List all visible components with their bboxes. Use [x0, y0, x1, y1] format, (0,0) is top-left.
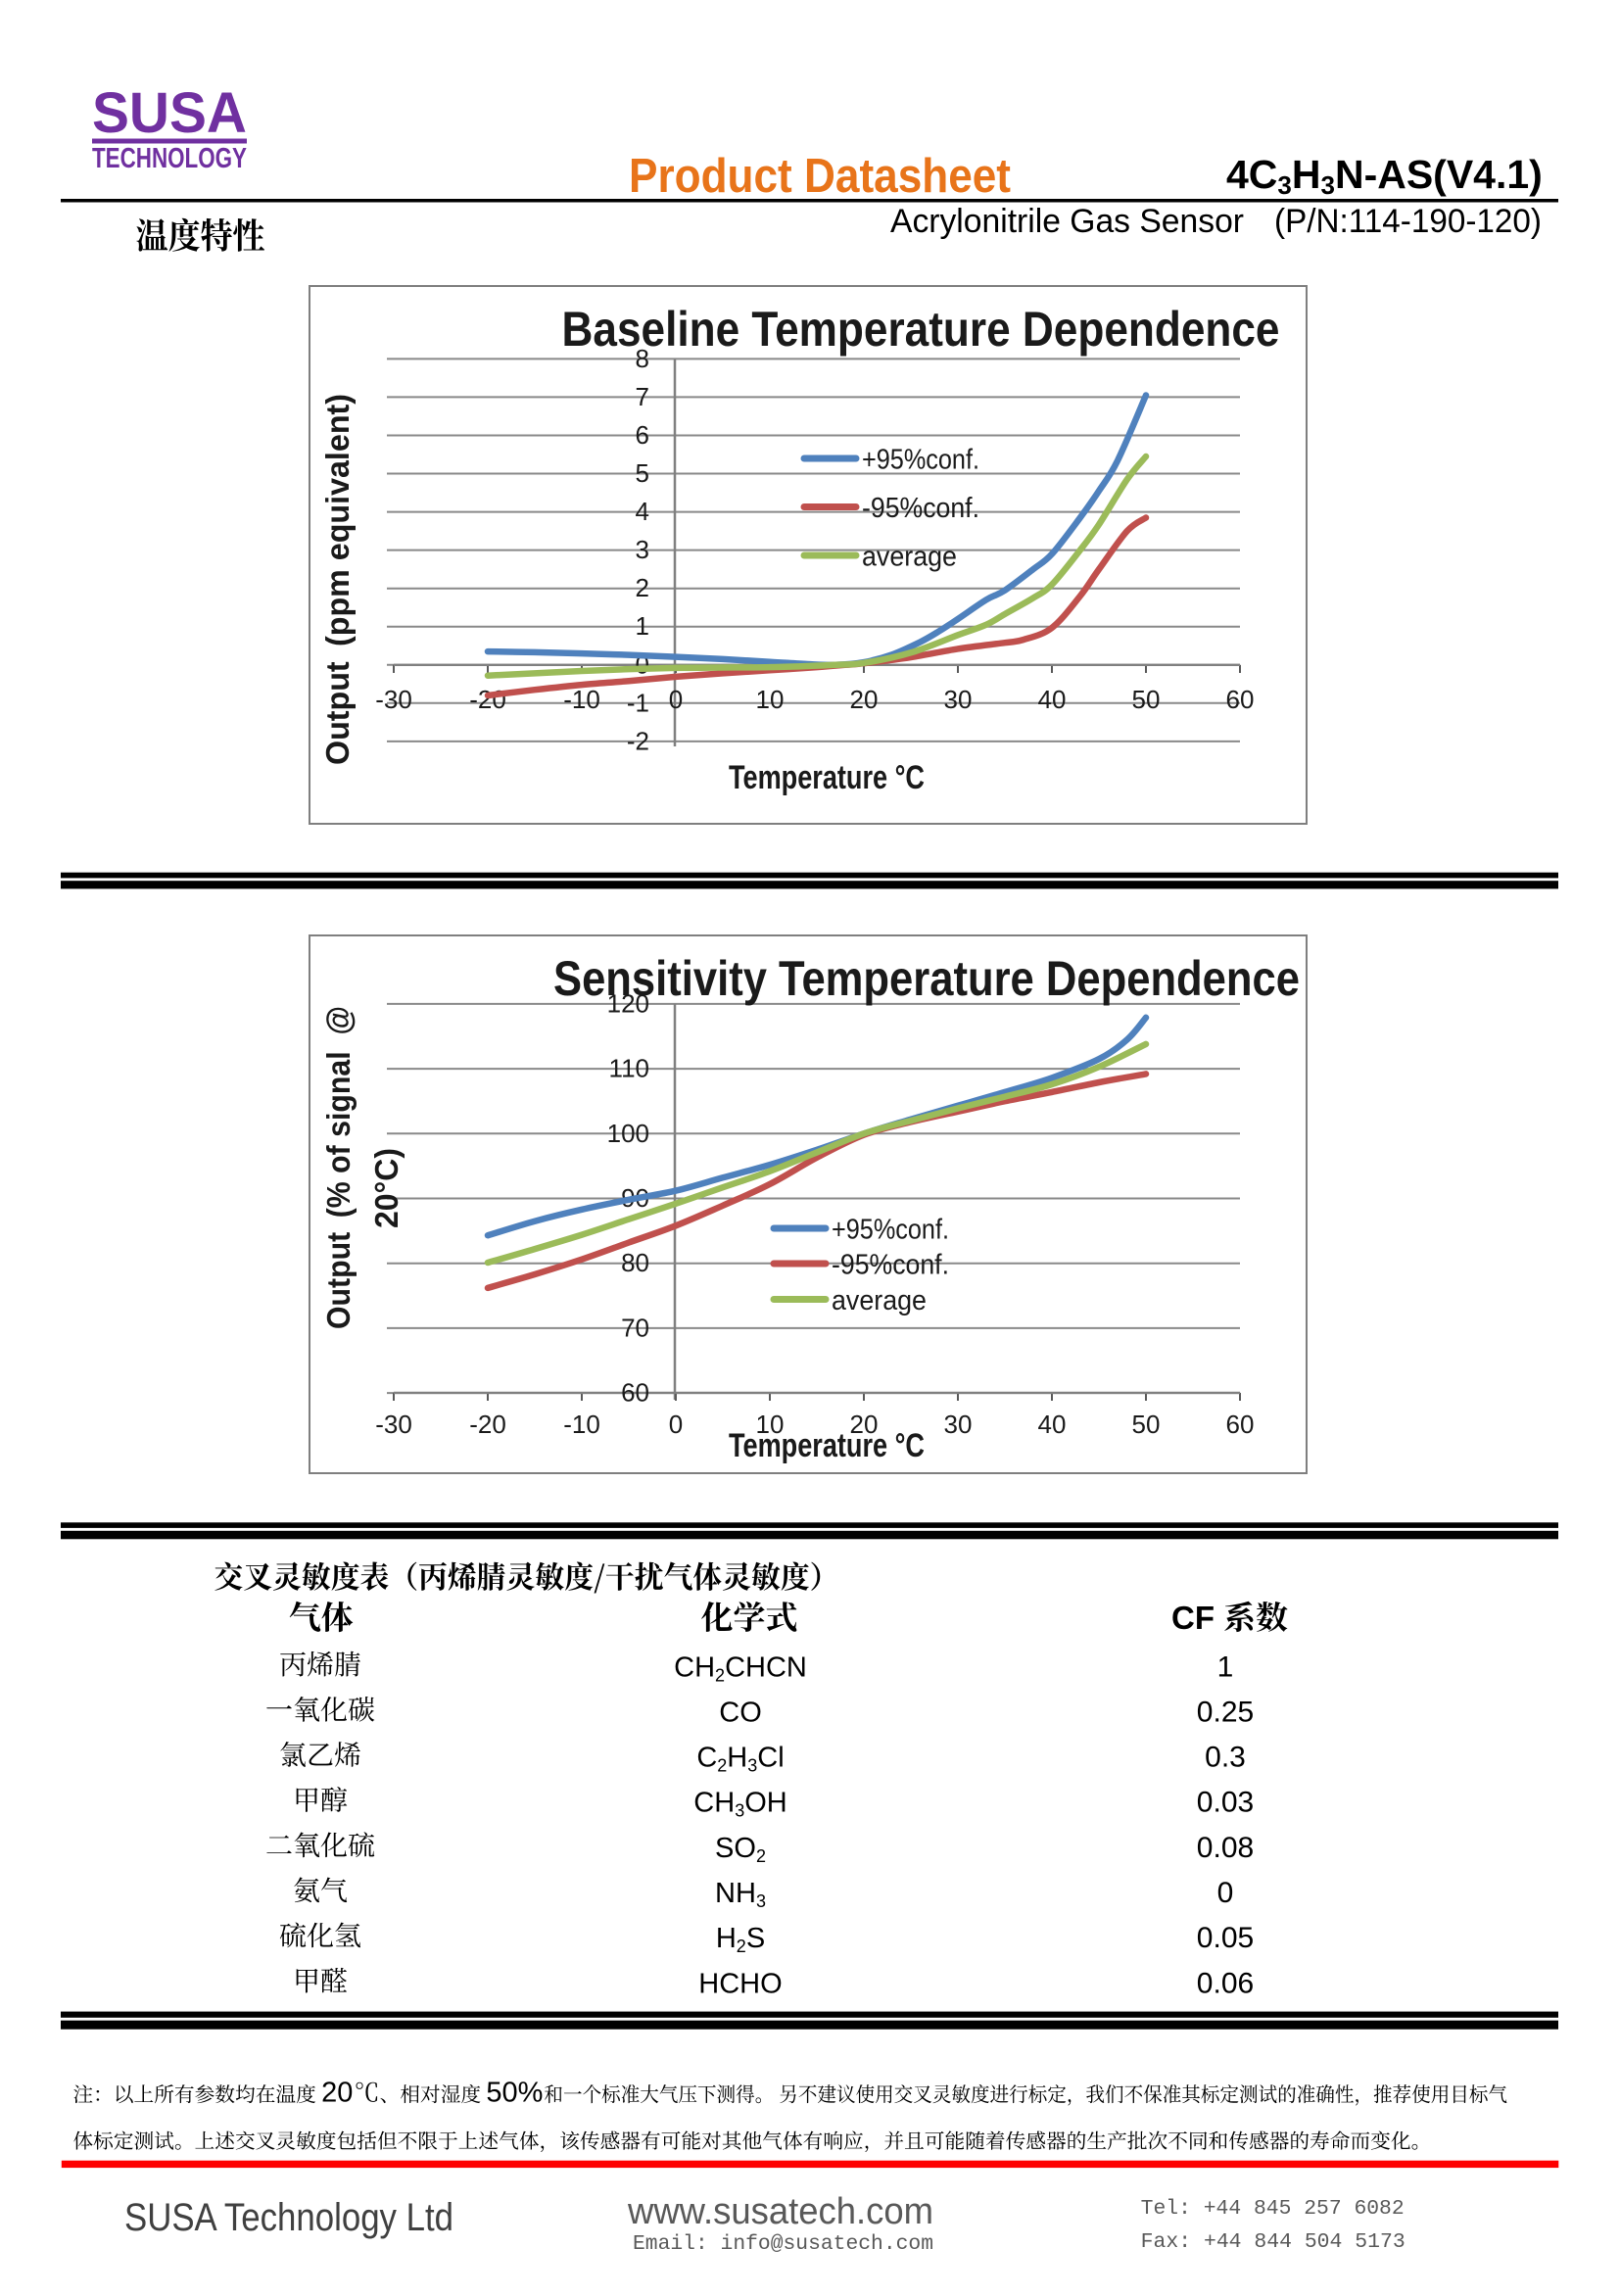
svg-text:average: average — [832, 1285, 927, 1316]
svg-text:(P/N:114-190-120): (P/N:114-190-120) — [1274, 203, 1542, 240]
svg-text:Email: info@susatech.com: Email: info@susatech.com — [633, 2233, 933, 2256]
svg-text:0.05: 0.05 — [1197, 1922, 1254, 1954]
svg-text:CO: CO — [719, 1697, 762, 1728]
svg-text:0.08: 0.08 — [1197, 1832, 1254, 1864]
svg-text:0: 0 — [669, 1410, 683, 1439]
svg-text:80: 80 — [621, 1248, 649, 1277]
svg-text:6: 6 — [636, 420, 649, 450]
svg-text:1: 1 — [636, 611, 649, 641]
svg-text:HCHO: HCHO — [698, 1968, 782, 1999]
svg-text:10: 10 — [756, 1410, 785, 1439]
svg-text:20°C): 20°C) — [368, 1148, 405, 1228]
svg-text:4C3H3N-AS(V4.1): 4C3H3N-AS(V4.1) — [1226, 152, 1543, 200]
svg-text:-20: -20 — [469, 1410, 506, 1439]
svg-text:20: 20 — [321, 2078, 353, 2109]
svg-text:Sensitivity Temperature Depend: Sensitivity Temperature Dependence — [553, 951, 1300, 1006]
svg-text:0.06: 0.06 — [1197, 1967, 1254, 1999]
svg-text:Baseline Temperature Dependenc: Baseline Temperature Dependence — [562, 302, 1280, 357]
svg-text:50: 50 — [1132, 685, 1161, 714]
svg-text:50%: 50% — [486, 2078, 543, 2109]
svg-text:-95%conf.: -95%conf. — [862, 493, 979, 524]
svg-text:0: 0 — [669, 685, 683, 714]
svg-text:70: 70 — [621, 1313, 649, 1342]
svg-text:-2: -2 — [627, 726, 649, 755]
svg-text:60: 60 — [621, 1378, 649, 1408]
svg-text:20: 20 — [850, 1410, 879, 1439]
svg-text:-10: -10 — [563, 685, 600, 714]
svg-text:Product Datasheet: Product Datasheet — [629, 150, 1011, 203]
svg-text:0.3: 0.3 — [1205, 1742, 1246, 1774]
svg-text:H2S: H2S — [716, 1923, 765, 1956]
svg-text:60: 60 — [1226, 1410, 1255, 1439]
svg-text:NH3: NH3 — [715, 1878, 766, 1911]
svg-text:CH2CHCN: CH2CHCN — [674, 1651, 807, 1685]
svg-text:0.03: 0.03 — [1197, 1787, 1254, 1819]
svg-text:10: 10 — [756, 685, 785, 714]
svg-text:CF: CF — [1171, 1600, 1215, 1636]
svg-text:8: 8 — [636, 344, 649, 373]
svg-text:Temperature °C: Temperature °C — [729, 759, 925, 796]
svg-text:30: 30 — [944, 1410, 973, 1439]
svg-text:120: 120 — [607, 988, 649, 1018]
svg-text:30: 30 — [944, 685, 973, 714]
svg-text:Output (% of signal @: Output (% of signal @ — [320, 1006, 357, 1329]
svg-text:-30: -30 — [375, 1410, 412, 1439]
svg-text:0.25: 0.25 — [1197, 1696, 1254, 1728]
svg-text:110: 110 — [609, 1054, 649, 1083]
svg-text:Acrylonitrile Gas Sensor: Acrylonitrile Gas Sensor — [890, 203, 1244, 240]
svg-text:-30: -30 — [375, 685, 412, 714]
svg-text:-1: -1 — [627, 688, 649, 717]
svg-text:Fax: +44 844 504 5173: Fax: +44 844 504 5173 — [1141, 2231, 1406, 2254]
svg-text:C2H3Cl: C2H3Cl — [696, 1743, 784, 1776]
svg-text:-10: -10 — [563, 1410, 600, 1439]
svg-text:-20: -20 — [469, 685, 506, 714]
svg-text:-95%conf.: -95%conf. — [832, 1250, 949, 1281]
svg-text:20: 20 — [850, 685, 879, 714]
svg-text:50: 50 — [1132, 1410, 1161, 1439]
svg-text:www.susatech.com: www.susatech.com — [627, 2191, 933, 2232]
svg-text:+95%conf.: +95%conf. — [862, 445, 979, 476]
svg-text:5: 5 — [636, 458, 649, 488]
svg-text:Output (ppm equivalent): Output (ppm equivalent) — [319, 394, 356, 765]
svg-text:4: 4 — [636, 497, 649, 526]
svg-text:3: 3 — [636, 535, 649, 564]
svg-text:average: average — [862, 542, 957, 573]
svg-text:2: 2 — [636, 573, 649, 602]
svg-text:1: 1 — [1217, 1650, 1234, 1683]
svg-text:TECHNOLOGY: TECHNOLOGY — [92, 143, 247, 174]
svg-text:Tel: +44 845 257 6082: Tel: +44 845 257 6082 — [1141, 2198, 1405, 2221]
svg-text:40: 40 — [1038, 685, 1067, 714]
svg-text:60: 60 — [1226, 685, 1255, 714]
svg-text:7: 7 — [636, 382, 649, 411]
svg-text:SUSA: SUSA — [92, 81, 247, 145]
svg-text:0: 0 — [1217, 1877, 1234, 1909]
svg-text:Temperature °C: Temperature °C — [729, 1427, 925, 1464]
svg-text:+95%conf.: +95%conf. — [832, 1215, 949, 1246]
svg-text:100: 100 — [607, 1119, 649, 1148]
svg-text:SUSA Technology Ltd: SUSA Technology Ltd — [124, 2196, 453, 2239]
svg-text:40: 40 — [1038, 1410, 1067, 1439]
